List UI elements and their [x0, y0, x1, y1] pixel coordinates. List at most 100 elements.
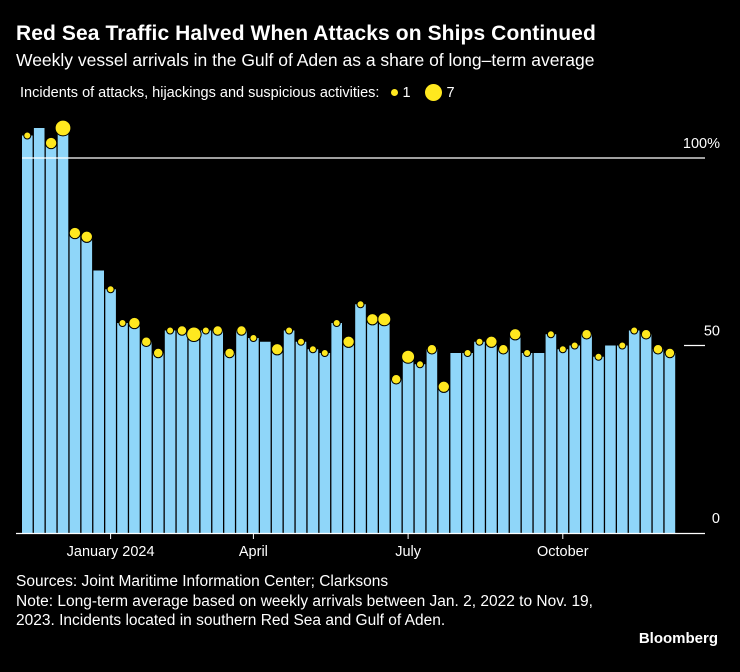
bloomberg-logo: Bloomberg [638, 630, 718, 647]
week-bar [450, 353, 461, 533]
incident-bubble [630, 326, 639, 335]
incident-bubble [390, 374, 402, 385]
incident-bubble [498, 344, 509, 355]
week-bar [117, 323, 128, 533]
incident-bubble [212, 325, 223, 336]
week-bar [509, 334, 521, 533]
incident-bubble [509, 328, 522, 341]
incident-bubble [224, 347, 235, 359]
week-bar [605, 345, 616, 533]
incident-bubble [118, 319, 127, 327]
week-bar [581, 334, 592, 533]
incident-bubble [416, 360, 424, 369]
incident-bubble [426, 344, 438, 355]
incident-bubble [475, 337, 484, 346]
week-bar [33, 128, 45, 533]
incident-bubble [437, 380, 450, 393]
incident-bubble [176, 325, 188, 336]
week-bar [438, 386, 450, 533]
y-tick-label: 50 [704, 324, 720, 340]
incident-bubble [249, 334, 258, 342]
incident-bubble [141, 336, 152, 347]
week-bar [617, 345, 628, 533]
y-tick-label: 100% [683, 136, 720, 152]
y-axis-labels: 0 50 100% [683, 136, 720, 527]
week-bar [248, 338, 259, 533]
week-bar [69, 233, 81, 533]
legend-large-value: 7 [446, 84, 455, 101]
week-bar [569, 345, 580, 533]
incident-bubble [594, 352, 603, 361]
incident-bubble [523, 349, 532, 357]
incident-bubble [44, 136, 58, 150]
week-bar [426, 349, 438, 533]
week-bar [652, 349, 664, 533]
incident-bubble [128, 316, 141, 330]
x-tick-label: April [239, 544, 268, 560]
legend-label: Incidents of attacks, hijackings and sus… [20, 84, 380, 101]
week-bar [236, 330, 247, 533]
bubble-legend: Incidents of attacks, hijackings and sus… [20, 84, 455, 101]
incident-bubble [485, 335, 498, 348]
week-bar [379, 319, 390, 533]
week-bar [402, 356, 414, 533]
chart-subtitle: Weekly vessel arrivals in the Gulf of Ad… [16, 50, 595, 70]
incident-bubble [463, 349, 472, 357]
incident-bubble [640, 329, 652, 340]
x-tick-label: January 2024 [67, 544, 155, 560]
incident-bubble [664, 347, 676, 359]
incident-bubble [308, 345, 317, 354]
week-bar [593, 356, 604, 533]
week-bar [57, 128, 69, 533]
week-bar [664, 353, 676, 533]
x-tick-label: July [395, 544, 422, 560]
week-bar [271, 349, 283, 533]
legend-small-value: 1 [402, 84, 411, 101]
week-bar [260, 341, 271, 533]
week-bar [486, 341, 497, 533]
week-bar [533, 353, 545, 533]
week-bar [152, 353, 164, 533]
incident-bubble [68, 226, 82, 240]
incident-bubble [570, 341, 579, 350]
week-bar [307, 349, 319, 533]
week-bar [557, 349, 569, 533]
week-bar [141, 341, 152, 533]
x-tick-label: October [537, 544, 589, 560]
footer-notes: Sources: Joint Maritime Information Cent… [16, 572, 606, 631]
incident-bubble [652, 344, 664, 355]
week-bar [367, 319, 378, 533]
incident-bubble [106, 285, 115, 294]
incident-bubble [581, 329, 592, 340]
incident-bubble [320, 349, 329, 357]
y-tick-label: 0 [712, 511, 720, 527]
week-bar [212, 330, 223, 533]
week-bar [93, 270, 104, 533]
incident-bubble [297, 337, 305, 346]
week-bar [640, 334, 652, 533]
week-bar [462, 353, 473, 533]
week-bar [521, 353, 533, 533]
bars-layer [22, 128, 676, 533]
week-bar [188, 334, 200, 533]
gridlines-layer [22, 157, 705, 347]
chart-title: Red Sea Traffic Halved When Attacks on S… [16, 22, 596, 45]
incident-bubble [201, 326, 210, 335]
x-axis-ticks: January 2024 April July October [67, 533, 589, 560]
incident-bubble [23, 131, 32, 140]
incident-bubble [356, 300, 365, 309]
sources-text: Sources: Joint Maritime Information Cent… [16, 573, 389, 590]
legend-small-bubble-icon [391, 89, 399, 96]
incident-bubble [271, 343, 284, 356]
week-bar [319, 353, 331, 533]
week-bar [22, 135, 33, 533]
incident-bubble [285, 326, 294, 335]
incident-bubble [401, 349, 416, 364]
incident-bubble [80, 230, 93, 243]
incident-bubble [236, 325, 247, 336]
week-bar [105, 289, 116, 533]
week-bar [176, 330, 188, 533]
note-text: Note: Long-term average based on weekly … [16, 592, 593, 630]
incident-bubble [546, 330, 555, 339]
